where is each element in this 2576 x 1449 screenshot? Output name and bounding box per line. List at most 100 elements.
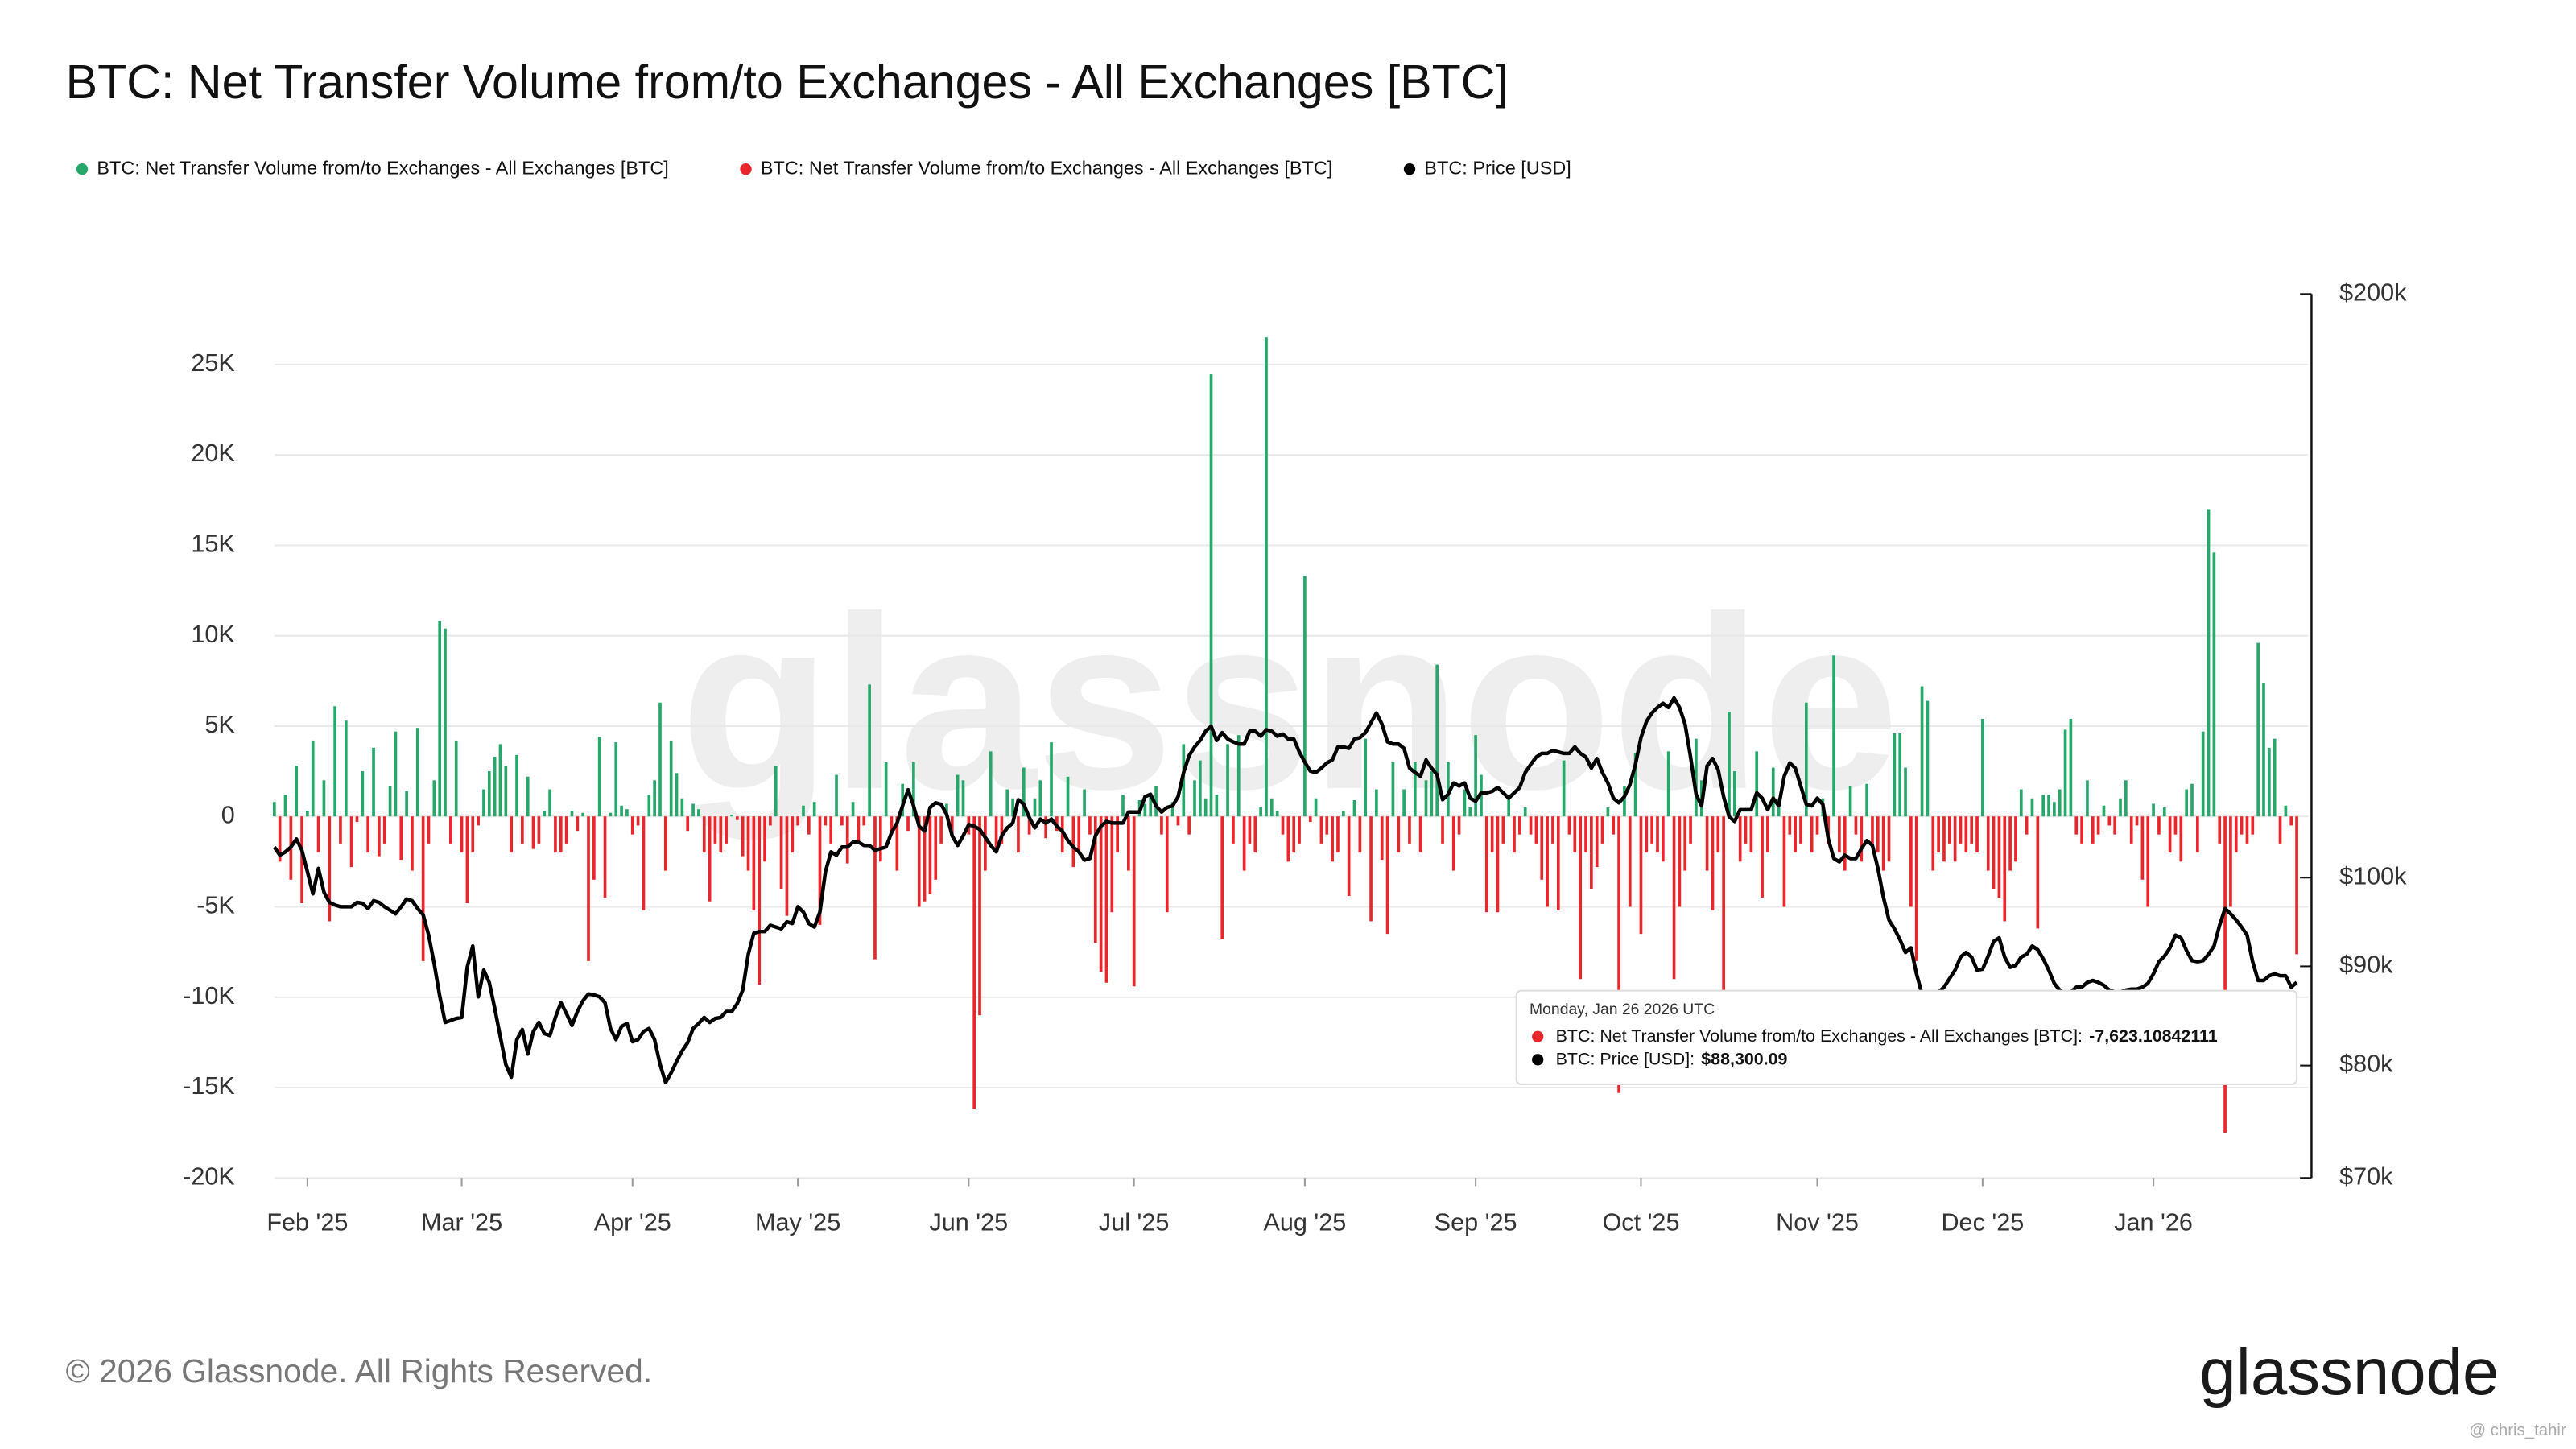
bar xyxy=(460,816,464,853)
bar xyxy=(471,816,475,853)
legend-marker xyxy=(740,163,752,175)
bar xyxy=(1761,816,1764,898)
bar xyxy=(1418,816,1422,853)
bar xyxy=(2008,816,2012,871)
bar xyxy=(2289,816,2293,826)
tooltip-label: BTC: Price [USD]: xyxy=(1556,1049,1695,1068)
bar xyxy=(1926,700,1930,817)
bar xyxy=(1275,811,1279,817)
bar xyxy=(1732,771,1736,817)
bar xyxy=(956,774,960,817)
bar xyxy=(923,816,927,902)
bar xyxy=(1567,816,1571,835)
tooltip-value: $88,300.09 xyxy=(1701,1049,1787,1068)
bar xyxy=(1203,798,1208,817)
bar xyxy=(1033,798,1037,817)
bar xyxy=(1269,798,1274,817)
bar xyxy=(917,816,921,907)
bar xyxy=(2003,816,2007,922)
bar xyxy=(1695,738,1698,817)
bar xyxy=(372,747,375,817)
bar xyxy=(1236,735,1241,817)
bar xyxy=(465,816,469,903)
bar xyxy=(807,816,811,835)
bar xyxy=(2273,738,2277,817)
legend-marker xyxy=(1403,163,1416,175)
bar xyxy=(1424,780,1428,817)
bar xyxy=(945,803,948,817)
bar xyxy=(2113,816,2117,835)
bar xyxy=(361,771,365,817)
bar xyxy=(1600,816,1604,844)
bar xyxy=(1766,816,1769,853)
bar xyxy=(1319,816,1323,844)
bar xyxy=(1430,771,1434,817)
bar xyxy=(1689,816,1692,844)
bar xyxy=(2047,795,2050,817)
bar xyxy=(840,816,844,826)
bar xyxy=(802,805,805,817)
bar xyxy=(752,816,756,910)
bar xyxy=(2152,803,2155,817)
bar xyxy=(796,816,799,826)
bar xyxy=(306,811,309,817)
bar xyxy=(763,816,766,862)
bar xyxy=(2157,816,2161,835)
bar xyxy=(2256,642,2260,817)
bar xyxy=(1546,816,1549,907)
bar xyxy=(972,816,976,1109)
bar xyxy=(1584,816,1587,853)
bar xyxy=(1375,789,1378,817)
bar xyxy=(669,740,673,817)
bar xyxy=(862,816,866,826)
bar xyxy=(1595,816,1599,868)
bar xyxy=(713,816,717,844)
bar xyxy=(438,621,442,817)
bar xyxy=(647,795,651,817)
bar xyxy=(1556,816,1560,910)
bar xyxy=(1303,576,1307,817)
bar xyxy=(1215,795,1219,817)
bar xyxy=(1017,816,1020,853)
bar xyxy=(1909,816,1913,907)
bar xyxy=(1198,760,1202,817)
bar xyxy=(1391,762,1395,817)
bar xyxy=(2218,816,2222,844)
bar xyxy=(625,809,629,817)
bar xyxy=(1942,816,1946,862)
bar xyxy=(758,816,762,985)
bar xyxy=(521,816,524,844)
bar xyxy=(1352,799,1356,817)
bar xyxy=(741,816,745,857)
bar xyxy=(2069,718,2073,817)
bar xyxy=(339,816,342,844)
bar xyxy=(316,816,320,853)
logo: glassnode xyxy=(2199,1335,2499,1409)
bar xyxy=(1887,816,1891,862)
bar xyxy=(1038,780,1042,817)
bar xyxy=(427,816,431,844)
bar xyxy=(1490,816,1494,853)
bar xyxy=(2262,683,2265,817)
y-tick-label: 0 xyxy=(221,801,235,828)
bar xyxy=(1871,816,1874,844)
x-tick-label: Oct '25 xyxy=(1602,1209,1679,1236)
bar xyxy=(2201,731,2205,817)
y-tick-label: -5K xyxy=(196,892,235,919)
bar xyxy=(1397,816,1401,853)
bar xyxy=(1331,816,1334,862)
bar xyxy=(2025,816,2029,835)
y2-tick-label: $70k xyxy=(2339,1162,2393,1190)
bar xyxy=(278,816,282,862)
bar xyxy=(394,731,398,817)
bar xyxy=(708,816,712,902)
bar xyxy=(1986,816,1990,871)
bar xyxy=(675,773,679,817)
bar xyxy=(1435,664,1439,817)
bar xyxy=(746,816,750,871)
axes: -20K -15K -10K -5K 0 5K 10K 15K 20K 25K $70k $80k $9… xyxy=(183,279,2407,1236)
bar xyxy=(1143,803,1147,817)
bar xyxy=(1579,816,1583,980)
bar xyxy=(1259,807,1262,817)
bar xyxy=(1920,686,1924,817)
